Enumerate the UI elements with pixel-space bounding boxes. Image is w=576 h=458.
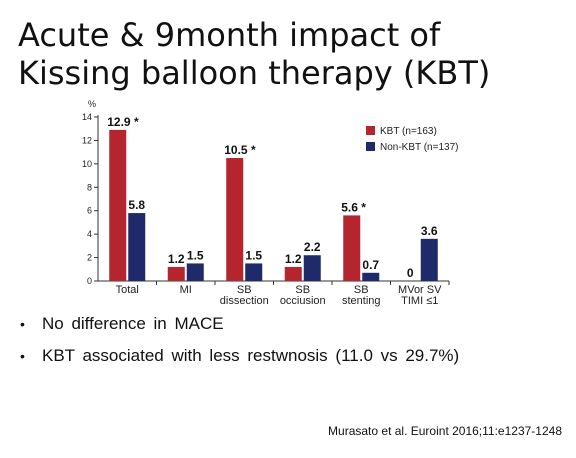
- data-label: 10.5 *: [224, 143, 256, 157]
- y-tick-label: 8: [87, 182, 92, 192]
- data-label: 3.6: [421, 224, 438, 238]
- data-label: 0: [407, 266, 414, 280]
- bullet-item: • No difference in MACE: [20, 314, 459, 334]
- data-label: 1.5: [187, 248, 204, 262]
- bullet-dot-icon: •: [20, 316, 25, 332]
- legend-swatch: [366, 126, 375, 135]
- x-category-label: occiusion: [280, 295, 326, 307]
- x-category-label: TIMI ≤1: [401, 295, 438, 307]
- y-tick-label: 10: [82, 159, 92, 169]
- title-line-2: Kissing balloon therapy (KBT): [18, 54, 491, 92]
- y-tick-label: 0: [87, 276, 92, 286]
- bar-non-kbt: [303, 255, 321, 281]
- x-category-label: MVor SV: [398, 284, 442, 296]
- bar-kbt: [167, 266, 185, 281]
- data-label: 5.8: [128, 198, 145, 212]
- slide-title: Acute & 9month impact of Kissing balloon…: [18, 16, 558, 92]
- y-tick-label: 4: [87, 229, 92, 239]
- data-label: 0.7: [362, 258, 379, 272]
- x-category-label: SB: [354, 284, 369, 296]
- y-tick-label: 6: [87, 206, 92, 216]
- x-category-label: SB: [295, 284, 310, 296]
- bar-non-kbt: [362, 272, 380, 281]
- x-category-label: stenting: [342, 295, 381, 307]
- bar-non-kbt: [420, 238, 438, 281]
- bar-non-kbt: [128, 213, 146, 281]
- data-label: 1.5: [245, 248, 262, 262]
- bullet-list: • No difference in MACE • KBT associated…: [20, 314, 459, 378]
- x-category-label: MI: [180, 284, 192, 296]
- data-label: 5.6 *: [341, 200, 366, 214]
- data-label: 1.2: [168, 252, 185, 266]
- bar-kbt: [284, 266, 302, 281]
- x-category-label: dissection: [220, 295, 269, 307]
- legend-swatch: [366, 142, 375, 151]
- legend-label: KBT (n=163): [380, 126, 437, 137]
- bullet-item: • KBT associated with less restwnosis (1…: [20, 346, 459, 366]
- legend-label: Non-KBT (n=137): [380, 142, 458, 153]
- bar-non-kbt: [186, 263, 204, 281]
- title-line-1: Acute & 9month impact of: [18, 16, 441, 54]
- y-tick-label: 14: [82, 112, 92, 122]
- data-label: 12.9 *: [107, 115, 139, 129]
- bullet-text: No difference in MACE: [42, 314, 224, 333]
- y-tick-label: 12: [82, 135, 92, 145]
- bullet-dot-icon: •: [20, 348, 25, 364]
- bar-kbt: [109, 129, 127, 281]
- y-tick-label: 2: [87, 253, 92, 263]
- y-axis-label: %: [88, 99, 96, 109]
- data-label: 2.2: [304, 240, 321, 254]
- bar-kbt: [226, 158, 244, 281]
- bar-kbt: [343, 215, 361, 281]
- x-category-label: SB: [237, 284, 252, 296]
- citation: Murasato et al. Euroint 2016;11:e1237-12…: [328, 424, 562, 438]
- bar-non-kbt: [245, 263, 263, 281]
- x-category-label: Total: [116, 284, 139, 296]
- data-label: 1.2: [285, 252, 302, 266]
- bullet-text: KBT associated with less restwnosis (11.…: [42, 346, 460, 365]
